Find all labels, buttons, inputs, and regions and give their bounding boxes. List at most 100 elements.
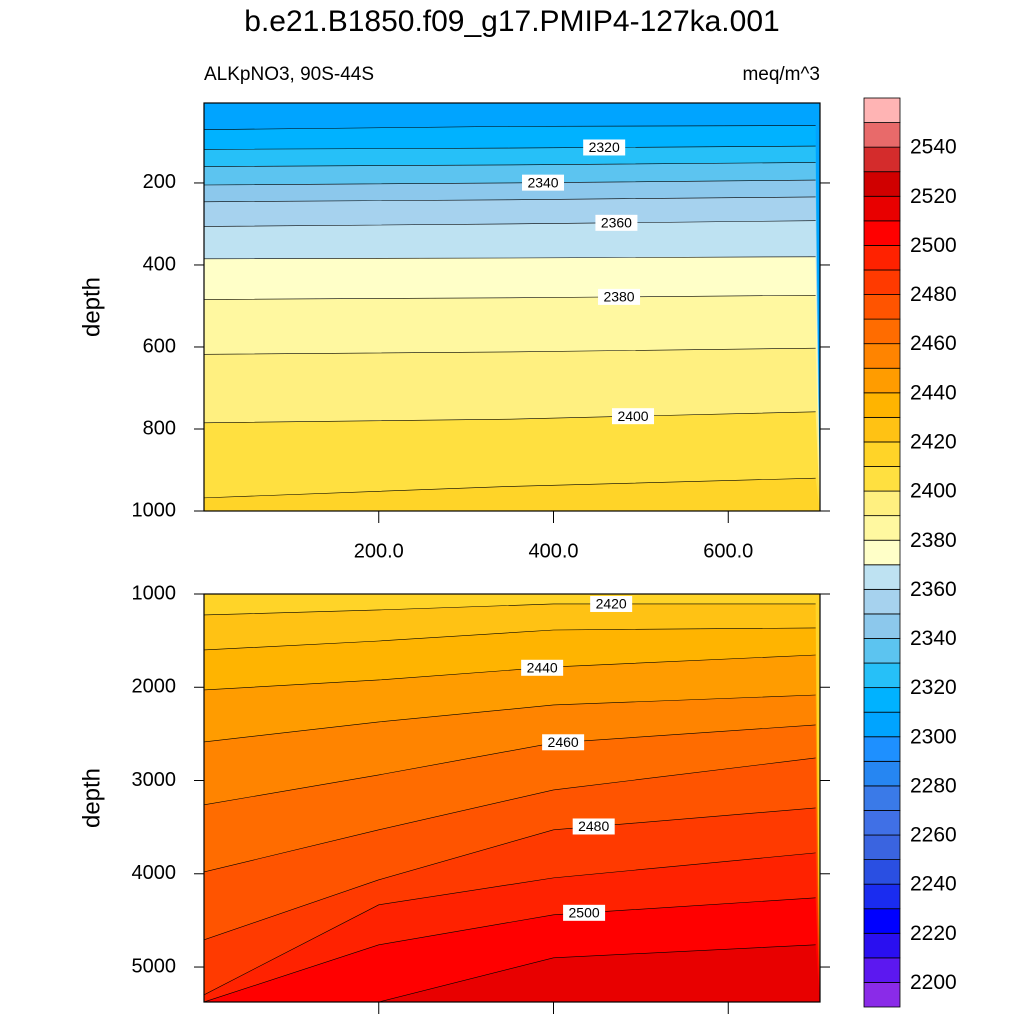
colorbar-label: 2340 [910,627,957,650]
colorbar-box [863,122,901,148]
y-axis-label: depth [78,768,105,828]
colorbar-box [863,760,901,787]
colorbar-label: 2460 [910,332,957,355]
contour-label: 2400 [617,408,648,424]
colorbar-box [863,97,901,123]
contour-label-box [590,595,633,612]
contour-label: 2440 [527,659,558,675]
colorbar-label: 2480 [910,283,957,306]
colorbar-box [863,220,901,246]
contour-line [204,944,816,1002]
contour-label: 2380 [603,289,634,305]
colorbar-box [863,564,901,590]
colorbar-box [863,367,901,394]
colorbar-box [863,834,901,860]
plot-area [204,103,820,511]
y-tick-label: 3000 [132,769,177,791]
colorbar-box [863,195,901,222]
colorbar-label: 2240 [910,873,957,896]
colorbar-box [863,416,901,443]
contour-line [204,295,816,300]
contour-line [204,654,816,691]
y-tick-label: 400 [143,253,176,275]
colorbar-box [863,466,901,492]
contour-line [204,724,816,806]
colorbar-box [863,539,901,566]
colorbar-box [863,908,901,934]
contour-label-box [583,139,626,156]
colorbar-box [863,146,901,173]
colorbar-label: 2300 [910,725,957,748]
contour-label: 2420 [596,596,627,612]
colorbar-box [863,662,901,689]
contour-line [204,897,816,1002]
contour-line [204,179,816,186]
contour-line [204,162,816,167]
plot-frame [203,593,821,1003]
colorbar-box [863,613,901,639]
colorbar-label: 2280 [910,774,957,797]
colorbar-box [863,343,901,369]
y-tick-label: 200 [143,171,176,193]
contour-label-box [612,408,655,425]
colorbar-box [863,711,901,738]
colorbar-box [863,588,901,615]
colorbar-label: 2200 [910,971,957,994]
contour-label-box [542,734,585,751]
colorbar-label: 2360 [910,578,957,601]
colorbar-box [863,294,901,320]
contour-label-box [598,288,641,305]
x-tick-label: 400.0 [528,540,578,562]
colorbar-box [863,982,901,1008]
contour-line [204,807,816,941]
contour-label: 2340 [527,174,558,190]
colorbar-box [863,638,901,664]
chart-title: b.e21.B1850.f09_g17.PMIP4-127ka.001 [244,5,779,38]
y-axis-label: depth [78,277,105,337]
y-tick-label: 2000 [132,676,177,698]
contour-line [204,852,816,996]
contour-line [204,125,816,130]
colorbar-label: 2260 [910,824,957,847]
contour-label: 2500 [569,905,600,921]
contour-line [204,757,816,873]
contour-fill [204,478,820,511]
colorbar-box [863,515,901,541]
colorbar-label: 2380 [910,529,957,552]
y-tick-label: 1000 [132,582,177,604]
y-tick-label: 800 [143,417,176,439]
colorbar-box [863,687,901,713]
contour-line [204,347,816,355]
colorbar-box [863,957,901,983]
contour-label-box [522,174,565,191]
colorbar-box [863,785,901,811]
colorbar-label: 2520 [910,185,957,208]
contour-label: 2360 [601,215,632,231]
colorbar-box [863,810,901,836]
colorbar-label: 2540 [910,136,957,159]
plot-frame [203,102,821,512]
contour-label-box [572,818,615,835]
y-tick-label: 4000 [132,862,177,884]
contour-line [204,477,816,499]
left-string: ALKpNO3, 90S-44S [204,64,374,85]
contour-line [204,694,816,743]
contour-line [204,603,816,616]
y-tick-label: 600 [143,335,176,357]
colorbar-box [863,932,901,959]
contour-label: 2480 [578,818,609,834]
colorbar-box [863,736,901,762]
contour-label: 2320 [589,139,620,155]
colorbar-box [863,490,901,517]
right-string: meq/m^3 [742,64,820,85]
colorbar-box [863,859,901,885]
y-tick-label: 5000 [132,955,177,977]
contour-label: 2460 [548,734,579,750]
colorbar-box [863,318,901,345]
contour-label-box [521,659,564,676]
y-tick-label: 1000 [132,499,177,521]
contour-line [204,196,816,203]
colorbar-box [863,269,901,295]
contour-line [204,256,816,260]
plot-area [204,594,820,1002]
